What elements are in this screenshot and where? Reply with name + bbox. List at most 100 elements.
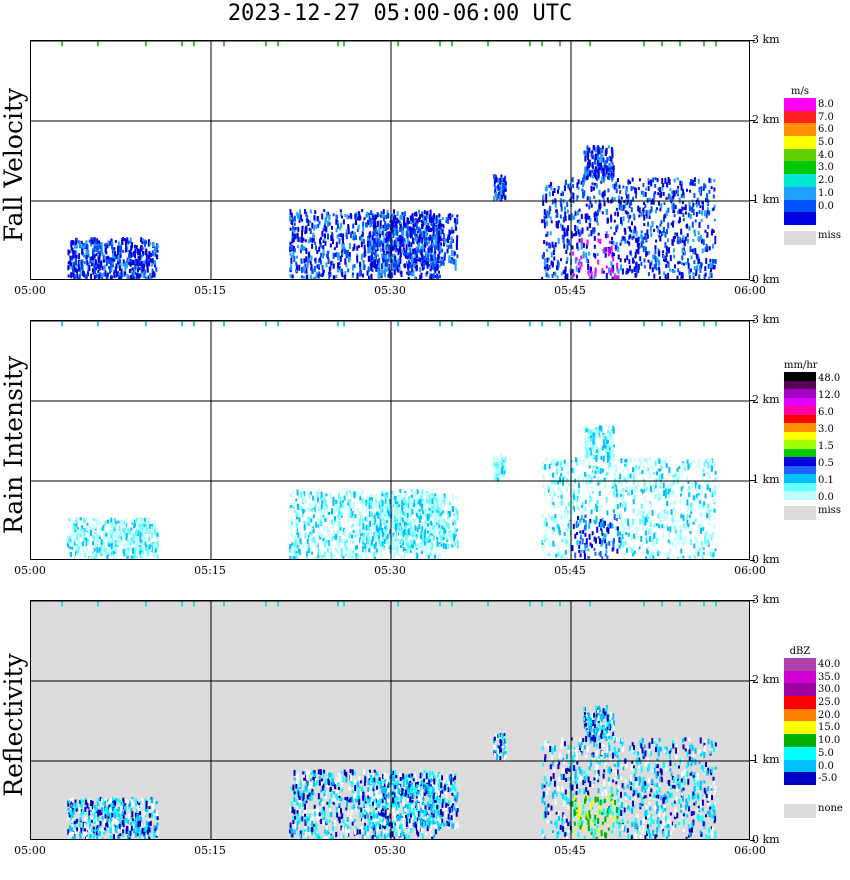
- height-tick-label: 1 km: [752, 473, 780, 486]
- colorbar-swatch: [784, 491, 816, 500]
- colorbar-swatch: [784, 415, 816, 424]
- top-detection-mark: [487, 321, 489, 326]
- top-detection-mark: [451, 41, 453, 46]
- colorbar-swatch: [784, 432, 816, 441]
- top-detection-mark: [181, 601, 183, 606]
- top-detection-mark: [193, 601, 195, 606]
- top-detection-mark: [181, 321, 183, 326]
- top-detection-mark: [397, 601, 399, 606]
- top-detection-mark: [61, 41, 63, 46]
- colorbar-swatch: [784, 658, 816, 671]
- top-detection-mark: [343, 41, 345, 46]
- height-tick-label: 3 km: [752, 593, 780, 606]
- colorbar-swatch: [784, 747, 816, 760]
- top-detection-mark: [529, 321, 531, 326]
- colorbar-label: 2.0: [818, 176, 834, 186]
- colorbar-label: 6.0: [818, 125, 834, 135]
- colorbar-swatch: [784, 696, 816, 709]
- top-detection-mark: [703, 601, 705, 606]
- colorbar-swatch: [784, 111, 816, 124]
- colorbar-unit: mm/hr: [784, 360, 816, 372]
- top-detection-mark: [265, 601, 267, 606]
- height-tick-label: 3 km: [752, 313, 780, 326]
- colorbar-label: 5.0: [818, 138, 834, 148]
- top-detection-mark: [451, 601, 453, 606]
- colorbar-swatch: [784, 785, 816, 798]
- reflectivity-ylabel: Reflectivity: [0, 615, 29, 835]
- top-detection-mark: [487, 41, 489, 46]
- colorbar-missing: miss: [784, 506, 846, 520]
- colorbar-missing: none: [784, 804, 846, 818]
- top-detection-mark: [193, 321, 195, 326]
- top-detection-mark: [559, 41, 561, 46]
- fall-velocity-heatmap: [31, 41, 750, 280]
- missing-label: none: [818, 804, 843, 814]
- top-detection-mark: [265, 41, 267, 46]
- top-detection-mark: [559, 601, 561, 606]
- colorbar-swatch: [784, 466, 816, 475]
- colorbar-swatch: [784, 187, 816, 200]
- colorbar-label: 0.0: [818, 493, 834, 503]
- colorbar-label: 15.0: [818, 723, 840, 733]
- top-detection-mark: [337, 601, 339, 606]
- height-tick-label: 2 km: [752, 393, 780, 406]
- top-detection-mark: [97, 321, 99, 326]
- colorbar-swatch: [784, 123, 816, 136]
- colorbar-swatch: [784, 683, 816, 696]
- reflectivity-heatmap: [31, 601, 750, 840]
- colorbar-label: 0.0: [818, 202, 834, 212]
- top-detection-mark: [541, 601, 543, 606]
- time-tick-label: 05:15: [194, 844, 226, 857]
- colorbar-label: 1.0: [818, 189, 834, 199]
- rain-intensity-ylabel: Rain Intensity: [0, 335, 29, 555]
- top-detection-mark: [589, 321, 591, 326]
- top-detection-mark: [643, 601, 645, 606]
- top-detection-mark: [487, 601, 489, 606]
- top-detection-mark: [529, 601, 531, 606]
- top-detection-mark: [715, 41, 717, 46]
- time-tick-label: 06:00: [734, 564, 766, 577]
- top-detection-mark: [439, 601, 441, 606]
- colorbar-label: 40.0: [818, 660, 840, 670]
- top-detection-mark: [541, 321, 543, 326]
- time-tick-label: 05:30: [374, 284, 406, 297]
- top-detection-mark: [559, 321, 561, 326]
- colorbar-swatch: [784, 721, 816, 734]
- height-tick-label: 2 km: [752, 673, 780, 686]
- top-detection-mark: [715, 321, 717, 326]
- rain-intensity-plot: [30, 320, 750, 560]
- colorbar-swatch: [784, 709, 816, 722]
- time-tick-label: 05:00: [14, 284, 46, 297]
- top-detection-mark: [661, 41, 663, 46]
- top-detection-mark: [61, 601, 63, 606]
- height-tick-label: 3 km: [752, 33, 780, 46]
- top-detection-mark: [643, 321, 645, 326]
- colorbar-swatch: [784, 372, 816, 381]
- time-tick-label: 05:00: [14, 564, 46, 577]
- colorbar-label: 35.0: [818, 673, 840, 683]
- top-detection-mark: [541, 41, 543, 46]
- colorbar-swatch: [784, 398, 816, 407]
- colorbar-label: -5.0: [818, 774, 837, 784]
- top-detection-mark: [193, 41, 195, 46]
- top-detection-mark: [97, 601, 99, 606]
- colorbar-swatch: [784, 449, 816, 458]
- time-tick-label: 05:15: [194, 284, 226, 297]
- colorbar-label: 5.0: [818, 749, 834, 759]
- top-detection-mark: [439, 321, 441, 326]
- colorbar-label: 10.0: [818, 736, 840, 746]
- colorbar-label: 20.0: [818, 711, 840, 721]
- colorbar-label: 8.0: [818, 100, 834, 110]
- top-detection-mark: [661, 321, 663, 326]
- top-detection-mark: [397, 321, 399, 326]
- colorbar-swatch: [784, 440, 816, 449]
- top-detection-mark: [703, 41, 705, 46]
- height-tick-label: 1 km: [752, 193, 780, 206]
- time-tick-label: 05:15: [194, 564, 226, 577]
- colorbar-swatch: [784, 734, 816, 747]
- missing-swatch: [784, 804, 816, 818]
